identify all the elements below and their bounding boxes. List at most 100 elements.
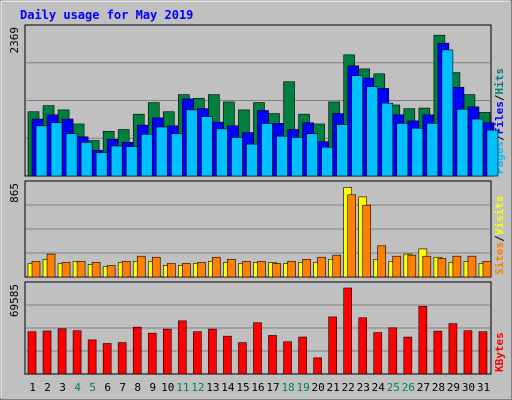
x-tick-label: 29 bbox=[447, 381, 460, 394]
bar-pages bbox=[486, 129, 499, 177]
bar-sites bbox=[91, 262, 101, 278]
bar-kbytes bbox=[27, 331, 37, 375]
bar-kbytes bbox=[253, 322, 262, 375]
bar-kbytes bbox=[87, 339, 97, 375]
bar-sites bbox=[76, 261, 86, 278]
series-label-part: Sites bbox=[493, 242, 506, 275]
bar-pages bbox=[456, 108, 469, 177]
bar-pages bbox=[35, 125, 48, 177]
bar-sites bbox=[31, 261, 41, 278]
bar-pages bbox=[50, 122, 63, 177]
bar-sites bbox=[182, 263, 191, 278]
bar-pages bbox=[65, 133, 78, 177]
bar-pages bbox=[216, 128, 228, 177]
series-label-part: / bbox=[493, 134, 506, 141]
x-tick-label: 31 bbox=[477, 381, 490, 394]
bar-pages bbox=[381, 102, 394, 177]
series-label-part: KBytes bbox=[493, 332, 506, 372]
bar-kbytes bbox=[298, 336, 307, 375]
bar-pages bbox=[201, 116, 213, 177]
bar-pages bbox=[261, 123, 273, 177]
x-tick-label: 17 bbox=[266, 381, 279, 394]
x-tick-label: 2 bbox=[44, 381, 51, 394]
x-tick-label: 10 bbox=[161, 381, 174, 394]
x-tick-label: 28 bbox=[432, 381, 445, 394]
bar-sites bbox=[302, 259, 311, 278]
x-tick-label: 4 bbox=[74, 381, 81, 394]
bar-pages bbox=[125, 146, 138, 177]
bar-sites bbox=[197, 262, 206, 278]
series-label: KBytes bbox=[493, 332, 506, 372]
bar-pages bbox=[306, 133, 318, 177]
x-tick-label: 13 bbox=[206, 381, 219, 394]
x-tick-label: 12 bbox=[191, 381, 204, 394]
bar-sites bbox=[227, 259, 236, 278]
bar-pages bbox=[366, 86, 379, 177]
bar-sites bbox=[392, 255, 402, 278]
bar-kbytes bbox=[102, 343, 112, 375]
bar-sites bbox=[437, 257, 447, 278]
bar-kbytes bbox=[373, 332, 383, 375]
bar-sites bbox=[121, 261, 131, 278]
bar-kbytes bbox=[238, 342, 247, 375]
chart-panels: 2369Pages/Files/Hits865Sites/Visits69585… bbox=[8, 24, 506, 375]
bar-pages bbox=[155, 126, 168, 177]
bar-kbytes bbox=[313, 357, 322, 375]
bar-sites bbox=[347, 194, 356, 278]
x-tick-label: 24 bbox=[372, 381, 386, 394]
bar-sites bbox=[106, 265, 116, 278]
bar-sites bbox=[407, 254, 417, 278]
bar-kbytes bbox=[478, 331, 488, 375]
bar-kbytes bbox=[162, 328, 172, 375]
series-label-part: Visits bbox=[493, 196, 506, 236]
bar-sites bbox=[61, 262, 71, 278]
panel-kbytes: 69585 KBytes bbox=[8, 281, 506, 375]
x-tick-label: 21 bbox=[327, 381, 340, 394]
y-max-label: 2369 bbox=[8, 27, 21, 54]
x-tick-label: 11 bbox=[176, 381, 189, 394]
series-label-part: Files bbox=[493, 101, 506, 134]
series-label: Sites/Visits bbox=[493, 196, 506, 276]
bar-kbytes bbox=[147, 332, 157, 375]
x-tick-label: 16 bbox=[251, 381, 264, 394]
bar-sites bbox=[166, 263, 176, 278]
bar-kbytes bbox=[463, 330, 473, 375]
bar-pages bbox=[291, 137, 303, 177]
series-label-part: Hits bbox=[493, 68, 506, 95]
bar-pages bbox=[471, 118, 484, 177]
bar-sites bbox=[242, 261, 251, 278]
bar-pages bbox=[80, 142, 93, 177]
bar-kbytes bbox=[117, 342, 127, 375]
bar-kbytes bbox=[448, 323, 458, 375]
x-tick-label: 27 bbox=[417, 381, 430, 394]
x-tick-label: 15 bbox=[236, 381, 249, 394]
bar-sites bbox=[482, 261, 492, 278]
bar-pages bbox=[351, 75, 363, 177]
bar-kbytes bbox=[403, 336, 413, 375]
x-tick-label: 5 bbox=[89, 381, 96, 394]
bar-kbytes bbox=[223, 335, 232, 375]
bar-sites bbox=[212, 256, 221, 278]
x-tick-label: 22 bbox=[342, 381, 355, 394]
bar-pages bbox=[276, 135, 288, 177]
bar-sites bbox=[317, 256, 326, 278]
bar-pages bbox=[396, 123, 409, 177]
series-label-part: / bbox=[493, 235, 506, 242]
panel-visits-sites: 865 Sites/Visits bbox=[8, 180, 506, 278]
bar-kbytes bbox=[193, 331, 202, 375]
bar-kbytes bbox=[132, 326, 142, 375]
bar-kbytes bbox=[358, 317, 368, 375]
y-max-label: 865 bbox=[8, 183, 21, 203]
bar-kbytes bbox=[418, 305, 428, 375]
bar-kbytes bbox=[178, 320, 187, 375]
x-tick-label: 18 bbox=[281, 381, 294, 394]
bar-kbytes bbox=[208, 328, 217, 375]
x-axis: 1 2 3 4 5 6 7 8 9 10 11 12 13 14 15 16 17 18 19 20 21 22 23 24 2… bbox=[29, 381, 490, 394]
bar-pages bbox=[441, 49, 454, 177]
bar-kbytes bbox=[433, 330, 443, 375]
bar-kbytes bbox=[268, 335, 277, 375]
series-label-part: / bbox=[493, 94, 506, 101]
bar-sites bbox=[151, 256, 161, 278]
